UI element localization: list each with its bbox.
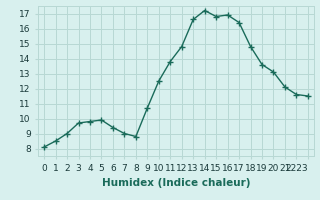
X-axis label: Humidex (Indice chaleur): Humidex (Indice chaleur) (102, 178, 250, 188)
